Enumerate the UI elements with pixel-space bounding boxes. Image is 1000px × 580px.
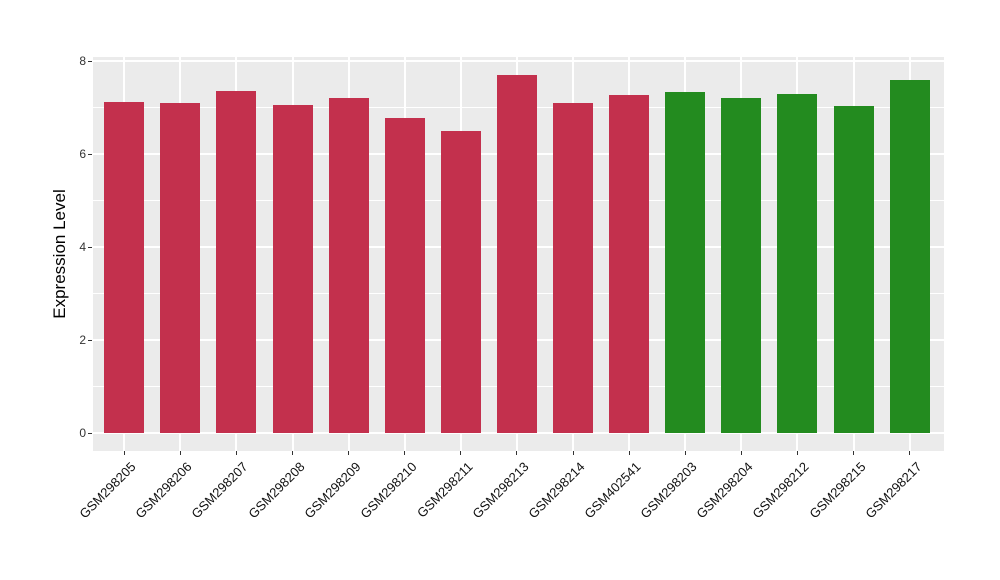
x-tick-label-text: GSM298215 [805,459,869,522]
bar-GSM298208 [272,105,313,434]
gridline-major [93,59,944,62]
x-tick-mark [628,451,630,455]
bar-GSM298213 [496,74,537,434]
y-tick-label: 6 [79,147,86,162]
x-tick-mark [348,451,350,455]
x-tick-label-text: GSM298206 [132,459,195,522]
x-tick-mark [572,451,574,455]
x-tick-mark [796,451,798,455]
y-tick-mark [88,154,92,156]
bar-GSM298212 [777,94,818,434]
bar-GSM298206 [160,103,201,434]
y-tick-label: 2 [79,333,86,348]
y-tick-label: 0 [79,426,86,441]
y-tick-label: 8 [79,53,86,68]
bar-GSM298211 [440,130,481,434]
x-tick-mark [460,451,462,455]
x-tick-mark [235,451,237,455]
x-tick-mark [909,451,911,455]
bar-GSM298210 [384,117,425,434]
bar-GSM298203 [665,92,706,434]
x-tick-mark [740,451,742,455]
bar-GSM298209 [328,98,369,434]
x-tick-label-text: GSM298209 [300,459,364,522]
bar-GSM402541 [609,94,650,434]
x-tick-label-text: GSM298210 [357,459,420,522]
x-tick-mark [853,451,854,455]
x-tick-mark [123,451,125,455]
y-tick-mark [88,60,92,62]
x-tick-label-text: GSM298207 [188,459,251,522]
bar-GSM298214 [553,102,593,434]
x-tick-label-text: GSM298213 [469,459,532,522]
x-tick-mark [179,451,181,455]
x-tick-label-text: GSM298212 [749,459,812,522]
y-tick-mark [88,340,92,342]
x-tick-mark [516,451,518,455]
y-tick-mark [88,247,92,249]
y-tick-label: 4 [79,240,86,255]
x-tick-label-text: GSM298217 [861,459,925,522]
bar-GSM298207 [216,90,257,434]
x-tick-mark [404,451,406,455]
x-tick-mark [292,451,293,455]
bar-GSM298215 [833,106,874,434]
x-tick-label-text: GSM402541 [581,459,644,522]
plot-panel [93,57,944,451]
x-tick-mark [684,451,686,455]
x-tick-label-text: GSM298203 [637,459,700,522]
y-tick-mark [88,433,92,435]
x-tick-label-text: GSM298214 [525,459,588,522]
bar-GSM298204 [721,97,762,434]
x-tick-label-text: GSM298208 [244,459,308,522]
bar-GSM298205 [104,101,145,434]
bar-GSM298217 [889,79,930,434]
x-tick-label-text: GSM298204 [693,459,756,522]
x-tick-label-text: GSM298211 [413,459,476,521]
x-tick-label-text: GSM298205 [76,459,139,522]
